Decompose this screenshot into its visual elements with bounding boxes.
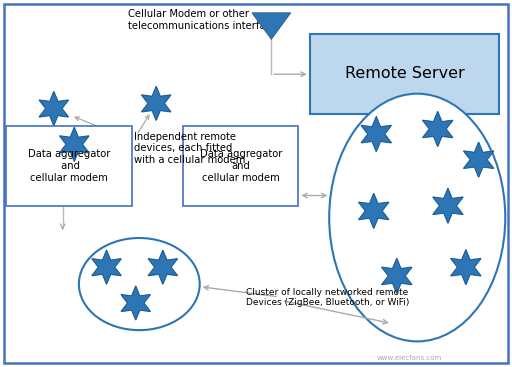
Polygon shape [361,117,391,152]
Text: www.elecfans.com: www.elecfans.com [377,355,442,361]
Polygon shape [381,258,412,293]
Polygon shape [39,92,69,126]
Polygon shape [92,250,121,284]
Polygon shape [141,87,171,120]
Text: Cellular Modem or other
telecommunications interface: Cellular Modem or other telecommunicatio… [128,9,278,31]
Polygon shape [463,142,494,177]
Polygon shape [358,193,389,228]
Polygon shape [451,250,481,284]
FancyBboxPatch shape [6,126,132,206]
FancyBboxPatch shape [183,126,298,206]
Polygon shape [148,250,178,284]
Text: Data aggregator
 and
cellular modem: Data aggregator and cellular modem [28,149,110,183]
Polygon shape [60,127,89,161]
Ellipse shape [329,94,505,341]
Text: Cluster of locally networked remote
Devices (ZigBee, Bluetooth, or WiFi): Cluster of locally networked remote Devi… [246,288,409,307]
Polygon shape [433,188,463,223]
Text: Data aggregator
and
cellular modem: Data aggregator and cellular modem [200,149,282,183]
Polygon shape [121,286,151,320]
Polygon shape [422,112,453,146]
Ellipse shape [79,238,200,330]
Text: Independent remote
devices, each fitted
with a cellular modem: Independent remote devices, each fitted … [134,131,246,165]
FancyBboxPatch shape [310,34,499,114]
Text: Remote Server: Remote Server [345,66,464,81]
Polygon shape [252,13,291,39]
